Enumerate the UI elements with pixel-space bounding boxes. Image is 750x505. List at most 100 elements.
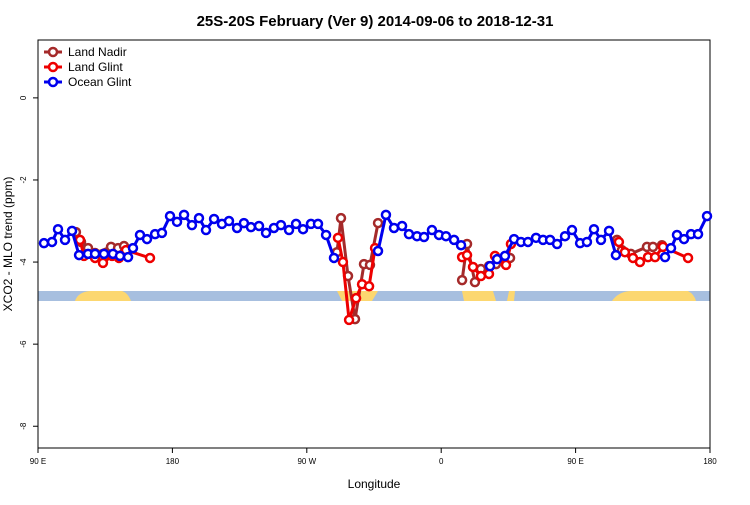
data-point [456,274,468,286]
land-strip [507,291,515,301]
data-point [223,215,235,227]
data-point [682,252,694,264]
data-point [522,236,534,248]
data-point [418,231,430,243]
data-point [343,314,355,326]
data-point [372,245,384,257]
data-point [484,260,496,272]
data-point [73,249,85,261]
data-point [46,236,58,248]
data-point [283,224,295,236]
data-point [156,227,168,239]
x-tick-label: 180 [166,457,180,466]
data-point [193,212,205,224]
data-point [337,256,349,268]
data-point [551,238,563,250]
data-point [665,242,677,254]
data-point [38,237,50,249]
data-point [186,219,198,231]
data-point [559,230,571,242]
data-point [335,212,347,224]
data-point [581,236,593,248]
legend-item: Ocean Glint [44,75,132,89]
data-point [469,276,481,288]
data-point [320,229,332,241]
data-point [122,251,134,263]
data-point [603,225,615,237]
data-point [141,233,153,245]
land-strip [75,291,131,301]
x-tick-label: 0 [439,457,444,466]
data-point [275,219,287,231]
data-point [455,239,467,251]
data-point [98,248,110,260]
data-point [499,250,511,262]
data-point [97,257,109,269]
data-point [312,218,324,230]
data-point [692,228,704,240]
data-point [144,252,156,264]
data-point [178,209,190,221]
data-point [66,225,78,237]
y-tick-label: 0 [19,95,28,100]
data-point [500,259,512,271]
data-point [127,242,139,254]
data-point [701,210,713,222]
legend-marker [47,61,59,73]
data-point [613,236,625,248]
data-point [164,210,176,222]
data-point [380,209,392,221]
y-tick-label: -6 [19,340,28,348]
data-point [52,223,64,235]
data-point [89,248,101,260]
data-point [253,220,265,232]
data-point [200,224,212,236]
series [38,209,713,272]
data-point [245,221,257,233]
land-strip [612,291,696,301]
data-point [467,261,479,273]
data-point [372,217,384,229]
x-tick-label: 90 E [567,457,583,466]
data-point [388,222,400,234]
data-point [363,281,375,292]
data-point [657,241,669,253]
data-point [659,251,671,263]
y-tick-label: -8 [19,422,28,430]
land-strip [462,291,496,301]
data-point [426,224,438,236]
x-tick-label: 90 W [297,457,316,466]
data-point [566,224,578,236]
legend-label: Land Glint [68,60,123,74]
data-point [595,234,607,246]
data-point [619,246,631,258]
data-point [448,234,460,246]
data-point [74,234,86,246]
data-point [328,252,340,264]
data-point [634,256,646,268]
data-point [260,227,272,239]
plot-frame [37,39,711,449]
data-point [440,230,452,242]
data-point [231,222,243,234]
y-axis-label: XCO2 - MLO trend (ppm) [1,177,15,312]
y-tick-label: -2 [19,176,28,184]
data-point [396,220,408,232]
legend-marker [47,76,59,88]
land-ocean-strip [38,291,710,301]
data-point [297,223,309,235]
data-point [649,251,661,263]
data-point [475,270,487,282]
x-tick-label: 90 E [30,457,46,466]
legend-item: Land Nadir [44,45,127,59]
data-point [290,218,302,230]
data-point [59,234,71,246]
x-axis-label: Longitude [348,477,401,491]
data-point [647,241,659,253]
y-tick-label: -4 [19,258,28,266]
data-point [114,250,126,262]
data-point [461,249,473,261]
chart-title: 25S-20S February (Ver 9) 2014-09-06 to 2… [197,13,554,30]
legend-item: Land Glint [44,60,123,74]
